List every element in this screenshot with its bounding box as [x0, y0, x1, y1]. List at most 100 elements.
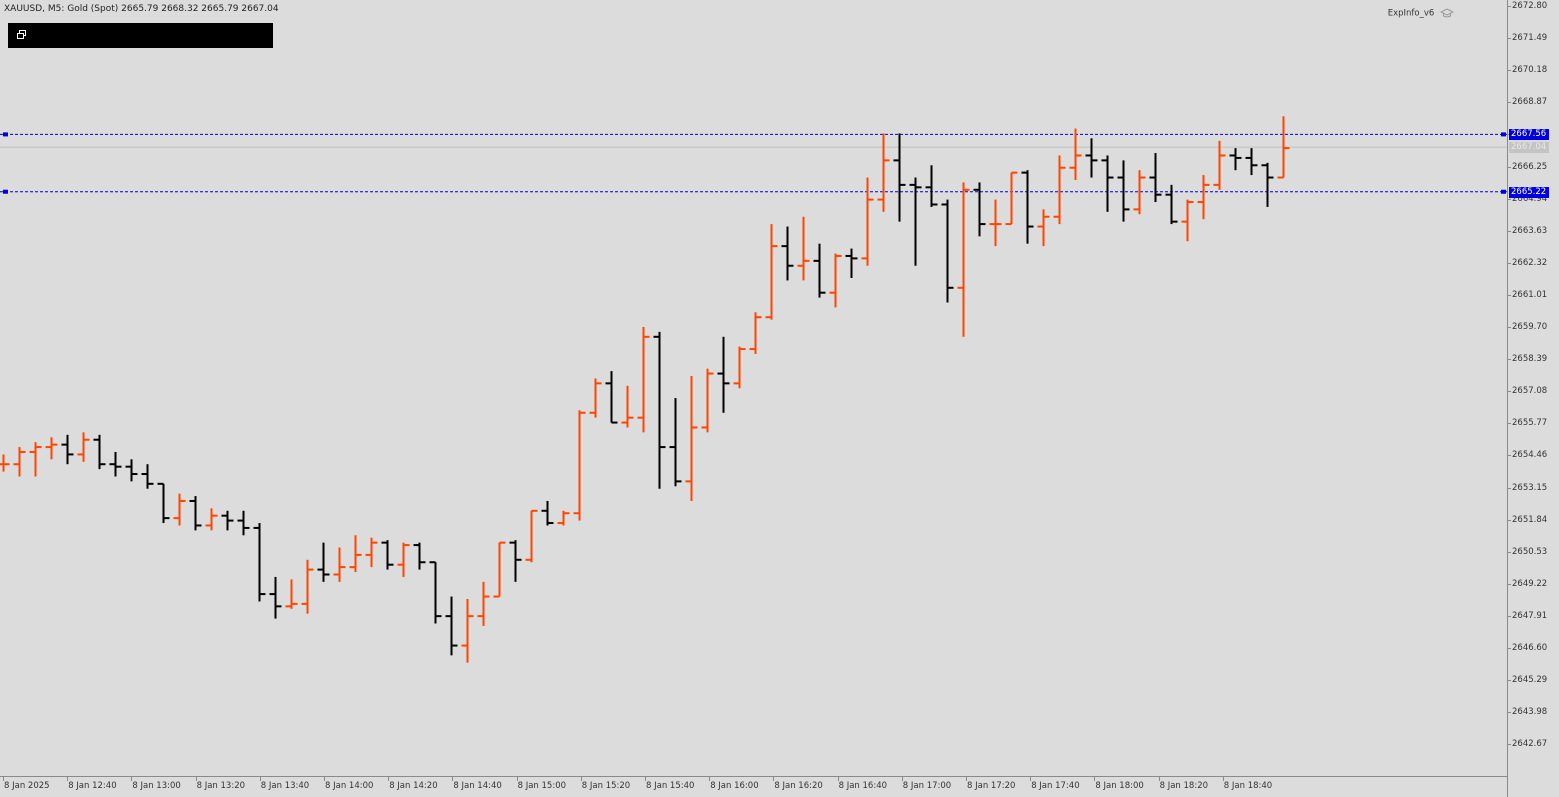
ohlc-bar[interactable] [13, 447, 26, 477]
ohlc-bar[interactable] [109, 451, 122, 477]
ohlc-bar[interactable] [621, 385, 634, 428]
ohlc-bar[interactable] [429, 561, 442, 624]
ohlc-bar[interactable] [589, 378, 602, 418]
ohlc-bar[interactable] [269, 576, 282, 619]
ohlc-bar[interactable] [1021, 170, 1034, 244]
ohlc-bar[interactable] [861, 177, 874, 266]
ohlc-bar[interactable] [61, 434, 74, 465]
ohlc-bar[interactable] [1149, 153, 1162, 203]
time-axis[interactable]: 8 Jan 2025 8 Jan 12:40 8 Jan 13:00 8 Jan 13… [0, 776, 1507, 797]
ohlc-bar[interactable] [1101, 155, 1114, 212]
ohlc-bar[interactable] [1069, 128, 1082, 180]
ohlc-bar[interactable] [93, 434, 106, 470]
ohlc-bar[interactable] [493, 541, 506, 598]
ohlc-bar[interactable] [221, 510, 234, 531]
ohlc-bar[interactable] [365, 537, 378, 568]
info-panel[interactable] [8, 23, 273, 48]
ohlc-bar[interactable] [1245, 148, 1258, 176]
ohlc-bar[interactable] [573, 410, 586, 521]
ohlc-bar[interactable] [141, 464, 154, 489]
ohlc-bar[interactable] [733, 346, 746, 389]
ohlc-bar[interactable] [381, 540, 394, 570]
ohlc-bar[interactable] [525, 509, 538, 563]
chart-area[interactable]: XAUUSD, M5: Gold (Spot) 2665.79 2668.32 … [0, 0, 1507, 776]
line-handle[interactable] [1501, 189, 1506, 194]
line-handle[interactable] [3, 189, 8, 194]
price-tick-label: 2672.80 [1512, 1, 1548, 11]
ohlc-bar[interactable] [1165, 184, 1178, 225]
ohlc-bar[interactable] [77, 432, 90, 462]
ohlc-bar[interactable] [765, 224, 778, 320]
ohlc-bar[interactable] [1085, 138, 1098, 178]
ohlc-bar[interactable] [1133, 170, 1146, 215]
ohlc-bar[interactable] [205, 508, 218, 531]
ohlc-bar[interactable] [957, 182, 970, 337]
ohlc-bar[interactable] [653, 331, 666, 489]
ohlc-bar[interactable] [717, 336, 730, 413]
ohlc-bar[interactable] [1277, 116, 1290, 179]
ohlc-bar[interactable] [285, 579, 298, 609]
ohlc-bar[interactable] [45, 437, 58, 460]
ohlc-bar[interactable] [445, 596, 458, 656]
line-handle[interactable] [1501, 132, 1506, 137]
ohlc-bar[interactable] [0, 454, 10, 472]
restore-window-icon[interactable] [17, 30, 26, 39]
ohlc-bar[interactable] [1229, 148, 1242, 171]
ohlc-bar[interactable] [509, 540, 522, 582]
ohlc-bar[interactable] [845, 248, 858, 278]
ohlc-bar[interactable] [1213, 140, 1226, 190]
indicator-label[interactable]: ExpInfo_v6 [1388, 8, 1455, 19]
ohlc-bar[interactable] [157, 482, 170, 524]
ohlc-bar[interactable] [1197, 175, 1210, 220]
ohlc-bar[interactable] [893, 133, 906, 222]
ohlc-bar[interactable] [125, 459, 138, 482]
line-handle[interactable] [3, 132, 8, 137]
ohlc-bar[interactable] [877, 133, 890, 212]
ohlc-bar[interactable] [1053, 155, 1066, 225]
ohlc-bar[interactable] [413, 542, 426, 570]
ohlc-bar[interactable] [941, 199, 954, 303]
ohlc-bar[interactable] [461, 598, 474, 663]
ohlc-bar[interactable] [637, 327, 650, 433]
ohlc-bar[interactable] [317, 542, 330, 582]
price-chart[interactable] [0, 0, 1507, 776]
ohlc-bar[interactable] [349, 535, 362, 573]
ohlc-bar[interactable] [253, 523, 266, 602]
ohlc-bar[interactable] [1181, 199, 1194, 242]
level-price-label[interactable]: 2665.22 [1509, 186, 1549, 198]
ohlc-bar[interactable] [973, 182, 986, 237]
ohlc-bar[interactable] [669, 398, 682, 487]
ohlc-bar[interactable] [1005, 171, 1018, 226]
ohlc-bar[interactable] [909, 177, 922, 266]
ohlc-bar[interactable] [237, 510, 250, 536]
ohlc-bar[interactable] [1117, 160, 1130, 222]
ohlc-bar[interactable] [925, 165, 938, 207]
price-tick [1507, 198, 1511, 200]
ohlc-bar[interactable] [1037, 209, 1050, 247]
ohlc-bar[interactable] [749, 312, 762, 354]
time-tick-label: 8 Jan 14:00 [325, 781, 374, 791]
level-price-label[interactable]: 2667.56 [1509, 129, 1549, 141]
ohlc-bar[interactable] [685, 376, 698, 501]
time-tick [259, 777, 261, 781]
ohlc-bar[interactable] [781, 226, 794, 281]
ohlc-bar[interactable] [1261, 162, 1274, 207]
ohlc-bar[interactable] [605, 371, 618, 424]
ohlc-bar[interactable] [397, 542, 410, 577]
ohlc-bar[interactable] [173, 493, 186, 526]
time-tick-label: 8 Jan 15:00 [517, 781, 567, 791]
ohlc-bar[interactable] [301, 559, 314, 614]
price-axis[interactable]: 2672.80 2671.49 2670.18 2668.87 2667.56 2666.… [1507, 0, 1559, 797]
ohlc-bar[interactable] [333, 547, 346, 582]
ohlc-bar[interactable] [797, 216, 810, 281]
price-tick [1507, 551, 1511, 553]
ohlc-bar[interactable] [813, 243, 826, 298]
ohlc-bar[interactable] [189, 496, 202, 531]
ohlc-bar[interactable] [989, 199, 1002, 247]
ohlc-bar[interactable] [29, 442, 42, 477]
ohlc-bar[interactable] [829, 253, 842, 308]
ohlc-bar[interactable] [701, 368, 714, 433]
ohlc-bar[interactable] [557, 510, 570, 526]
ohlc-bar[interactable] [477, 581, 490, 626]
ohlc-bar[interactable] [541, 500, 554, 526]
